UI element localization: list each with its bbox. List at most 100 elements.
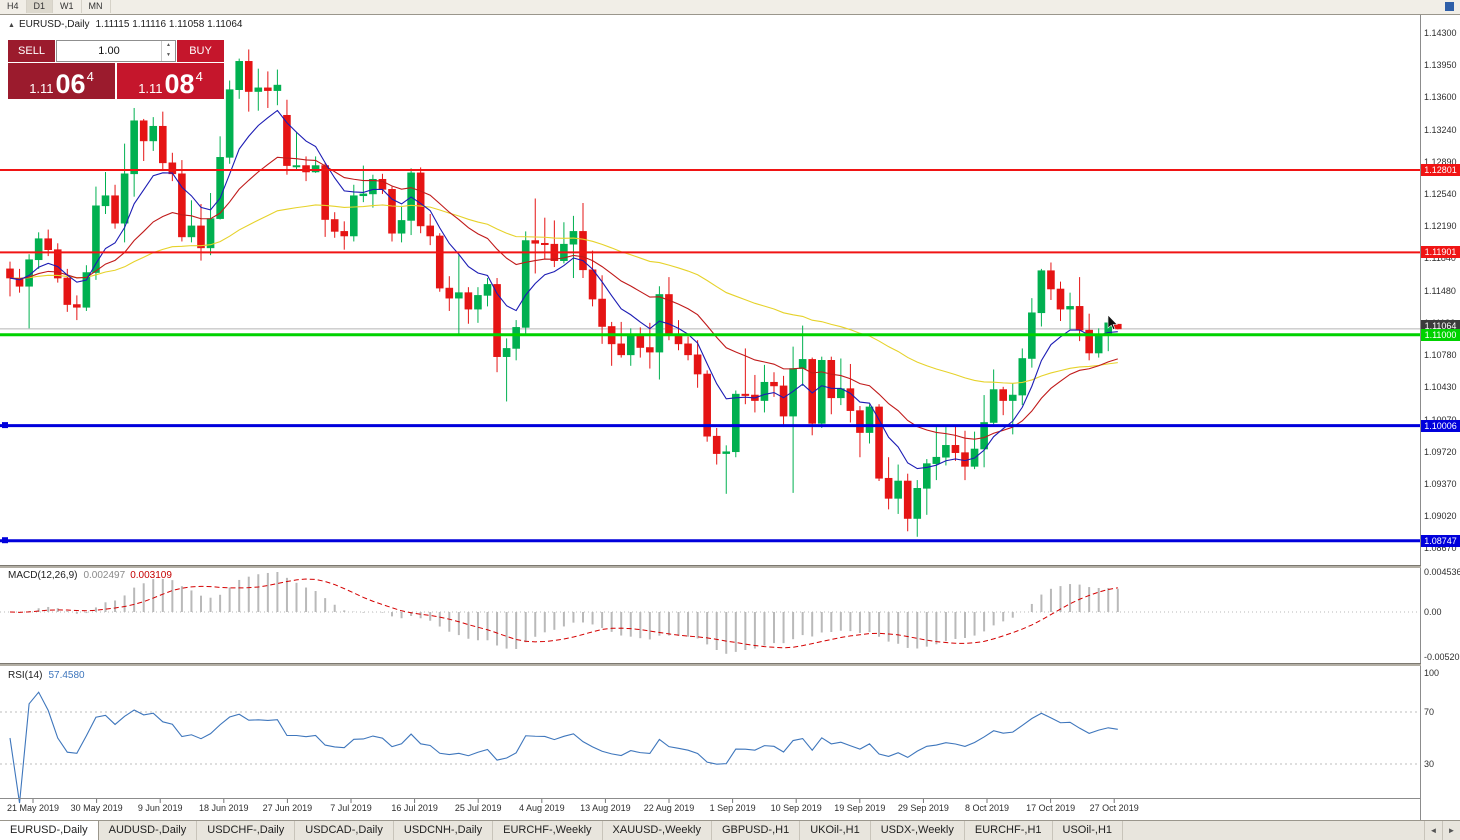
ask-sup: 4 xyxy=(195,69,203,84)
panel-divider[interactable] xyxy=(0,565,1460,568)
price-axis-label: 1.13950 xyxy=(1424,60,1457,70)
macd-axis-label: -0.005205 xyxy=(1424,652,1460,662)
level-price-tag: 1.08747 xyxy=(1421,534,1460,547)
ask-big: 08 xyxy=(164,68,195,99)
axis-border xyxy=(1420,14,1421,820)
price-axis-label: 1.12540 xyxy=(1424,188,1457,199)
price-axis-label: 1.09020 xyxy=(1424,510,1457,521)
rsi-label: RSI(14) xyxy=(8,670,43,681)
date-axis-label: 9 Jun 2019 xyxy=(137,803,183,813)
chart-tab-usoil-h1[interactable]: USOil-,H1 xyxy=(1053,821,1124,840)
date-axis-label: 19 Sep 2019 xyxy=(834,803,886,813)
date-axis-label: 16 Jul 2019 xyxy=(391,803,438,813)
volume-spinner[interactable]: ▲ ▼ xyxy=(161,41,175,61)
ohlc-values: 1.11115 1.11116 1.11058 1.11064 xyxy=(95,19,243,30)
collapse-icon[interactable]: ▲ xyxy=(8,22,15,29)
date-axis-label: 29 Sep 2019 xyxy=(897,803,949,813)
chart-tab-ukoil-h1[interactable]: UKOil-,H1 xyxy=(800,821,871,840)
date-axis-label: 4 Aug 2019 xyxy=(519,803,565,813)
timeframe-w1[interactable]: W1 xyxy=(53,0,82,13)
rsi-axis-label: 30 xyxy=(1424,759,1435,769)
panel-divider xyxy=(0,798,1460,799)
one-click-trading-panel: SELL 1.00 ▲ ▼ BUY 1.11 06 4 1.11 08 4 xyxy=(8,40,224,99)
rsi-axis-label: 100 xyxy=(1424,668,1440,678)
bid-sup: 4 xyxy=(86,69,94,84)
symbol-header: ▲ EURUSD-,Daily 1.11115 1.11116 1.11058 1.… xyxy=(8,19,243,30)
volume-down-icon[interactable]: ▼ xyxy=(166,52,171,58)
volume-value: 1.00 xyxy=(98,45,120,57)
macd-label: MACD(12,26,9) xyxy=(8,570,78,581)
chart-canvas[interactable] xyxy=(0,14,1420,820)
price-axis-label: 1.12890 xyxy=(1424,156,1457,167)
tab-scroll-right-icon[interactable]: ► xyxy=(1442,821,1460,840)
chart-title: EURUSD-,Daily xyxy=(18,19,90,30)
date-axis-label: 13 Aug 2019 xyxy=(580,803,631,813)
macd-value-main: 0.002497 xyxy=(83,570,126,581)
chart-tab-bar: EURUSD-,Daily AUDUSD-,Daily USDCHF-,Daily U… xyxy=(0,820,1460,840)
date-axis[interactable]: 21 May 2019 30 May 2019 9 Jun 2019 18 Jun 2… xyxy=(0,800,1420,818)
price-axis-label: 1.12190 xyxy=(1424,220,1457,231)
date-axis-label: 30 May 2019 xyxy=(70,803,123,813)
buy-button[interactable]: BUY xyxy=(177,40,224,62)
price-axis-label: 1.13240 xyxy=(1424,124,1457,135)
level-price-tag: 1.10006 xyxy=(1421,419,1460,432)
level-price-tag: 1.11901 xyxy=(1421,246,1460,259)
bid-small: 1.11 xyxy=(29,81,54,96)
bid-price[interactable]: 1.11 06 4 xyxy=(8,63,115,99)
chart-tab-eurusd-daily[interactable]: EURUSD-,Daily xyxy=(0,821,99,840)
level-price-tag: 1.11000 xyxy=(1421,328,1460,341)
rsi-axis-label: 70 xyxy=(1424,707,1435,717)
tab-scroll-arrows: ◄ ► xyxy=(1424,821,1460,840)
sell-button[interactable]: SELL xyxy=(8,40,55,62)
timeframe-h4[interactable]: H4 xyxy=(0,0,27,13)
price-axis-label: 1.10430 xyxy=(1424,381,1457,392)
ask-small: 1.11 xyxy=(138,81,163,96)
date-axis-label: 25 Jul 2019 xyxy=(454,803,502,813)
price-axis-label: 1.13600 xyxy=(1424,92,1457,102)
price-axis-label: 1.09720 xyxy=(1424,446,1457,457)
chart-tab-usdx-weekly[interactable]: USDX-,Weekly xyxy=(871,821,965,840)
volume-input[interactable]: 1.00 ▲ ▼ xyxy=(56,40,176,62)
date-axis-label: 27 Oct 2019 xyxy=(1089,803,1139,813)
volume-up-icon[interactable]: ▲ xyxy=(166,42,171,48)
tab-list: EURUSD-,Daily AUDUSD-,Daily USDCHF-,Daily U… xyxy=(0,821,1124,840)
chart-tab-audusd-daily[interactable]: AUDUSD-,Daily xyxy=(99,821,198,840)
window-icon xyxy=(1445,2,1454,11)
rsi-header: RSI(14) 57.4580 xyxy=(8,670,85,681)
date-axis-label: 8 Oct 2019 xyxy=(964,803,1010,813)
rsi-value: 57.4580 xyxy=(48,670,85,681)
date-axis-label: 18 Jun 2019 xyxy=(199,803,249,813)
chart-tab-eurchf-weekly[interactable]: EURCHF-,Weekly xyxy=(493,821,603,840)
chart-tab-usdcnh-daily[interactable]: USDCNH-,Daily xyxy=(394,821,494,840)
timeframe-toolbar: H4 D1 W1 MN xyxy=(0,0,1460,15)
bid-big: 06 xyxy=(55,68,86,99)
date-axis-label: 22 Aug 2019 xyxy=(643,803,695,813)
chart-tab-xauusd-weekly[interactable]: XAUUSD-,Weekly xyxy=(603,821,712,840)
date-axis-label: 17 Oct 2019 xyxy=(1026,803,1076,813)
date-axis-label: 10 Sep 2019 xyxy=(770,803,822,813)
chart-tab-usdcad-daily[interactable]: USDCAD-,Daily xyxy=(295,821,394,840)
price-axis-label: 1.09370 xyxy=(1424,478,1457,489)
chart-tab-gbpusd-h1[interactable]: GBPUSD-,H1 xyxy=(712,821,801,840)
price-axis[interactable]: 1.14300 1.13950 1.13600 1.13240 1.12890 1.125… xyxy=(1421,0,1460,820)
timeframe-d1[interactable]: D1 xyxy=(26,0,54,13)
date-axis-label: 1 Sep 2019 xyxy=(709,803,756,813)
date-axis-label: 27 Jun 2019 xyxy=(262,803,313,813)
date-axis-label: 21 May 2019 xyxy=(6,803,60,813)
chart-tab-usdchf-daily[interactable]: USDCHF-,Daily xyxy=(197,821,296,840)
price-axis-label: 1.14300 xyxy=(1424,28,1457,38)
tab-scroll-left-icon[interactable]: ◄ xyxy=(1424,821,1442,840)
macd-axis-label: 0.004536 xyxy=(1424,567,1460,577)
date-axis-label: 7 Jul 2019 xyxy=(330,803,372,813)
price-axis-label: 1.11480 xyxy=(1424,285,1456,296)
timeframe-mn[interactable]: MN xyxy=(82,0,111,13)
level-price-tag: 1.12801 xyxy=(1421,164,1460,177)
panel-divider[interactable] xyxy=(0,663,1460,666)
macd-axis-label: 0.00 xyxy=(1424,607,1442,617)
price-axis-label: 1.10780 xyxy=(1424,349,1457,360)
price-axis-label: 1.08670 xyxy=(1424,542,1457,553)
macd-header: MACD(12,26,9) 0.002497 0.003109 xyxy=(8,570,172,581)
macd-value-signal: 0.003109 xyxy=(130,570,172,581)
ask-price[interactable]: 1.11 08 4 xyxy=(117,63,224,99)
chart-tab-eurchf-h1[interactable]: EURCHF-,H1 xyxy=(965,821,1053,840)
